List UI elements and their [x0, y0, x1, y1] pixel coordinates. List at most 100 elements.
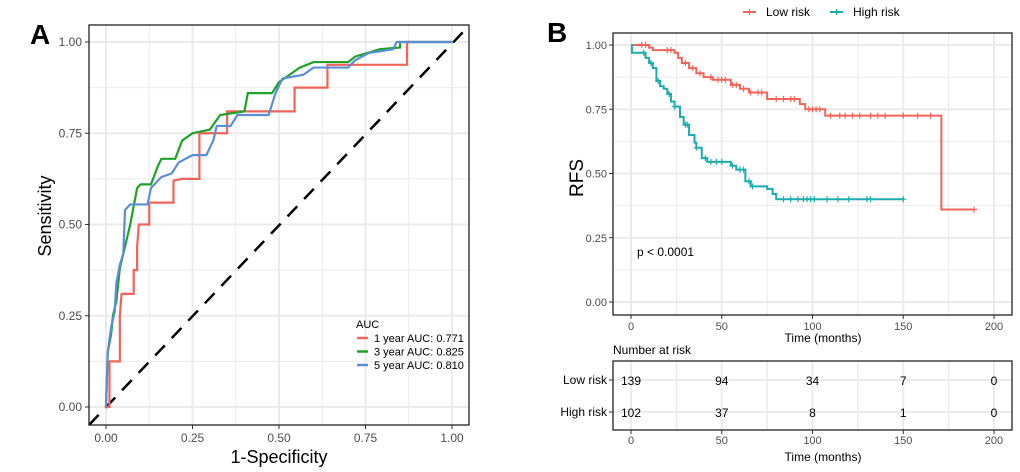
risk-table: Number at risk Low risk 139 94 34 7 0 High risk…	[560, 343, 1013, 464]
km-chart: 0 50 100 150 200 0.00 0.25 0.50 0.75 1.00 p < 0.00…	[567, 5, 1013, 345]
censor-mark	[747, 89, 754, 96]
censor-mark	[696, 70, 703, 77]
x-tick-label: 100	[803, 321, 821, 333]
x-tick-label: 50	[716, 435, 728, 447]
censor-mark	[707, 158, 714, 165]
risk-count: 7	[900, 374, 907, 388]
x-tick-label: 50	[716, 321, 728, 333]
plot-border	[88, 24, 470, 426]
roc-chart: 0.00 0.25 0.50 0.75 1.00 0.00 0.25 0.50 0.75 1.00…	[35, 24, 470, 467]
x-axis-title: 1-Specificity	[230, 447, 327, 467]
censor-mark	[845, 196, 852, 203]
censor-mark	[682, 59, 689, 66]
censor-mark	[745, 178, 752, 185]
censor-mark	[684, 121, 691, 128]
risk-count: 8	[809, 406, 816, 420]
risk-count: 37	[715, 406, 729, 420]
censor-mark	[655, 77, 662, 84]
censor-mark	[780, 95, 787, 102]
censor-mark	[693, 144, 700, 151]
censor-mark	[647, 59, 654, 66]
x-tick-label: 150	[894, 435, 912, 447]
x-tick-label: 200	[985, 321, 1003, 333]
censor-mark	[713, 158, 720, 165]
censor-mark	[867, 196, 874, 203]
y-tick-label: 1.00	[59, 35, 83, 49]
censor-mark	[707, 74, 714, 81]
censor-mark	[842, 112, 849, 119]
y-tick-label: 0.00	[59, 400, 83, 414]
legend-label: 3 year AUC: 0.825	[374, 347, 464, 359]
censor-mark	[640, 49, 647, 56]
censor-mark	[816, 106, 823, 113]
censor-mark	[824, 196, 831, 203]
x-axis-title: Time (months)	[785, 331, 862, 345]
risk-count: 0	[991, 406, 998, 420]
censor-mark	[740, 166, 747, 173]
censor-mark	[718, 158, 725, 165]
plot-border	[612, 32, 1013, 316]
legend-label: Low risk	[766, 5, 811, 19]
censor-mark	[729, 162, 736, 169]
censor-mark	[914, 112, 921, 119]
y-axis-title: Sensitivity	[35, 175, 55, 256]
risk-count: 0	[991, 374, 998, 388]
risk-table-title: Number at risk	[613, 343, 692, 357]
risk-count: 102	[621, 406, 641, 420]
censor-mark	[874, 112, 881, 119]
censor-mark	[856, 112, 863, 119]
risk-count: 34	[806, 374, 820, 388]
risk-row-label: High risk	[560, 405, 608, 419]
x-tick-label: 100	[803, 435, 821, 447]
x-tick-label: 0	[628, 321, 634, 333]
censor-mark	[671, 103, 678, 110]
risk-row-label: Low risk	[563, 373, 608, 387]
survival-curve	[631, 44, 975, 211]
y-axis-title: RFS	[567, 159, 588, 197]
censor-mark	[749, 183, 756, 190]
censor-mark	[827, 112, 834, 119]
y-tick-label: 0.75	[59, 126, 83, 140]
censor-mark	[773, 95, 780, 102]
y-tick-label: 0.25	[59, 309, 83, 323]
x-tick-label: 150	[894, 321, 912, 333]
roc-curve	[104, 40, 452, 408]
censor-mark	[733, 81, 740, 88]
reference-diagonal-line	[88, 29, 466, 426]
risk-count: 139	[621, 374, 641, 388]
x-tick-label: 0.25	[181, 431, 205, 445]
censor-mark	[780, 196, 787, 203]
censor-mark	[787, 196, 794, 203]
legend-title: AUC	[356, 319, 379, 331]
y-tick-label: 1.00	[586, 40, 607, 52]
censor-mark	[811, 196, 818, 203]
y-tick-label: 0.25	[586, 233, 607, 245]
censor-mark	[758, 89, 765, 96]
censor-mark	[971, 206, 978, 213]
x-tick-label: 0	[628, 435, 634, 447]
p-value-annotation: p < 0.0001	[637, 245, 694, 259]
censor-mark	[689, 65, 696, 72]
y-tick-label: 0.00	[586, 297, 607, 309]
risk-count: 1	[900, 406, 907, 420]
x-tick-label: 0.75	[354, 431, 378, 445]
y-tick-label: 0.50	[586, 169, 607, 181]
censor-mark	[900, 196, 907, 203]
x-tick-label: 0.50	[267, 431, 291, 445]
risk-count: 94	[715, 374, 729, 388]
censor-mark	[882, 112, 889, 119]
x-tick-label: 200	[985, 435, 1003, 447]
censor-mark	[702, 155, 709, 162]
legend-label: 1 year AUC: 0.771	[374, 333, 464, 345]
censor-mark	[836, 112, 843, 119]
x-tick-label: 0.00	[94, 431, 118, 445]
censor-mark	[791, 95, 798, 102]
censor-mark	[927, 112, 934, 119]
x-axis-title: Time (months)	[785, 450, 862, 464]
panel-label-a: A	[30, 19, 50, 50]
roc-curve	[106, 40, 452, 409]
censor-mark	[722, 76, 729, 83]
censor-mark	[667, 47, 674, 54]
censor-mark	[849, 112, 856, 119]
censor-mark	[666, 90, 673, 97]
